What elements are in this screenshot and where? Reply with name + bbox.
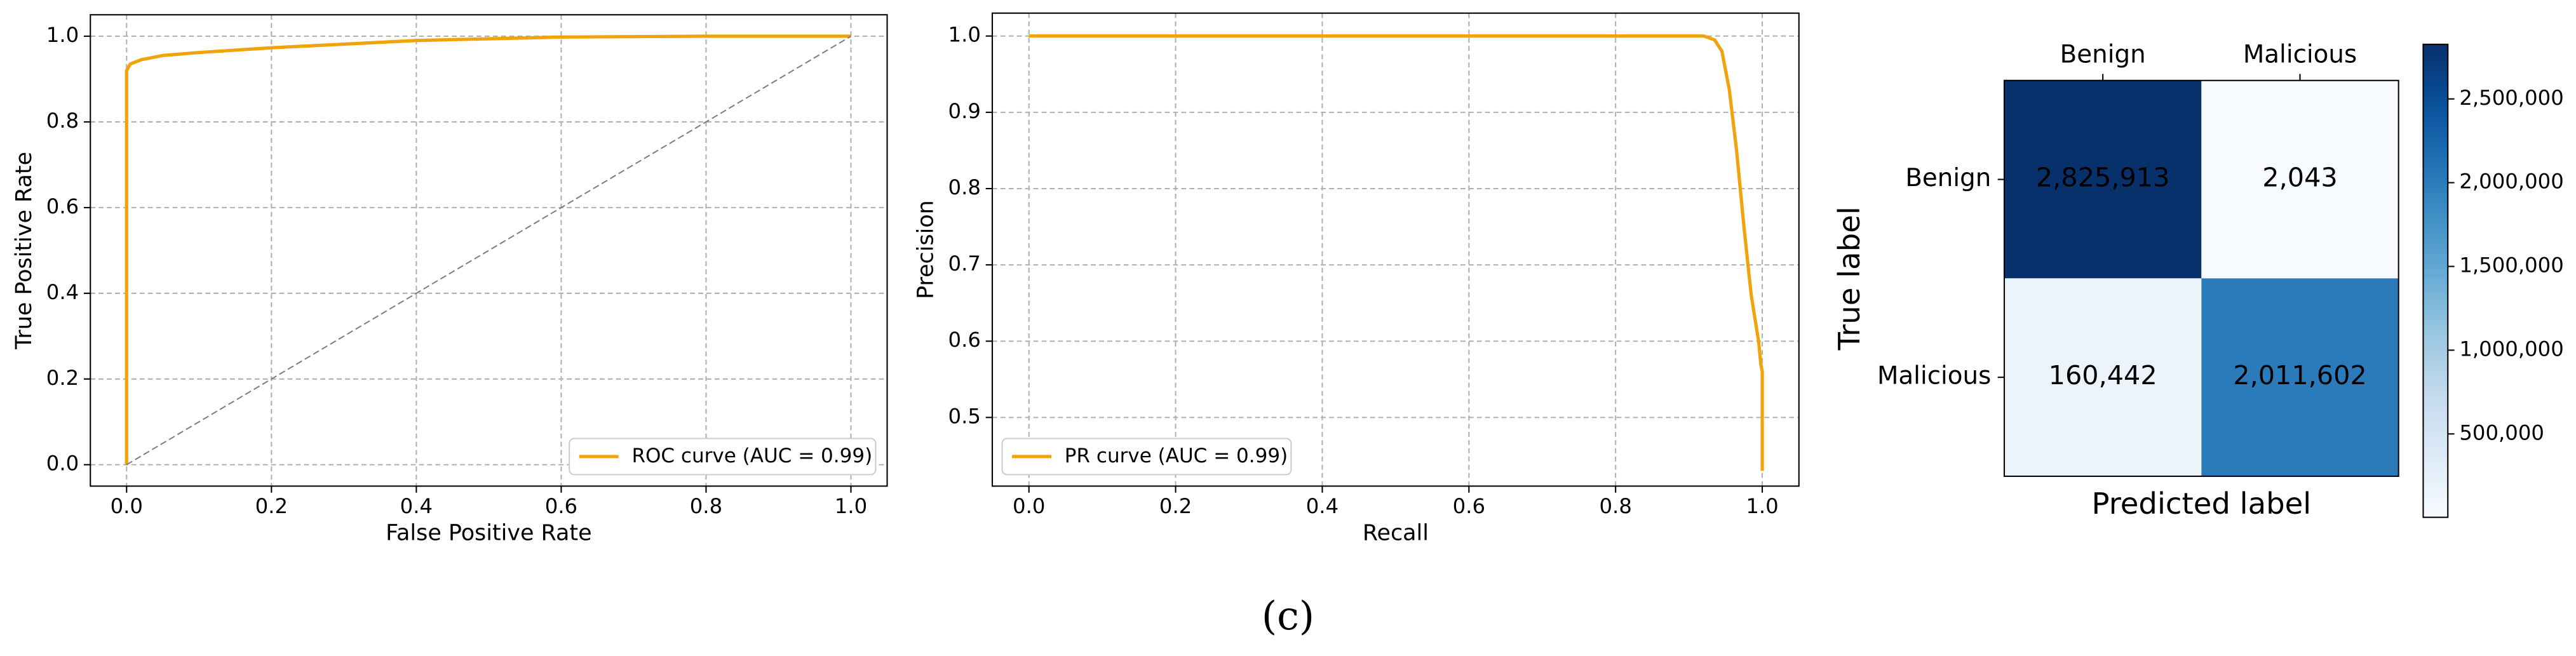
x-tick-label: 0.0 [1013, 494, 1045, 518]
y-axis-label: Precision [914, 200, 939, 299]
cell-label: 160,442 [2049, 360, 2157, 391]
y-tick-label: 0.5 [948, 404, 981, 428]
x-tick-label: 0.8 [1599, 494, 1631, 518]
colorbar-tick-label: 1,000,000 [2459, 337, 2563, 361]
colorbar-tick-label: 500,000 [2459, 420, 2544, 445]
y-axis-label: True Positive Rate [11, 152, 37, 350]
y-axis-label: True label [1832, 206, 1866, 351]
x-tick-label: 0.8 [690, 494, 722, 518]
heatmap-cell [2201, 80, 2399, 279]
x-tick-label: 0.2 [255, 494, 288, 518]
row-label: Benign [1905, 164, 1991, 192]
reference-line [126, 36, 852, 465]
x-tick-label: 0.4 [400, 494, 433, 518]
legend-label: PR curve (AUC = 0.99) [1065, 445, 1288, 467]
x-axis-label: False Positive Rate [386, 520, 591, 546]
heatmap-frame [2003, 79, 2399, 477]
y-tick-label: 0.0 [46, 452, 79, 476]
y-tick-label: 0.9 [948, 99, 981, 123]
x-axis-label: Predicted label [2091, 486, 2311, 521]
y-tick-label: 1.0 [46, 23, 79, 47]
x-tick-label: 0.0 [111, 494, 143, 518]
colorbar-tick-label: 2,000,000 [2459, 170, 2563, 194]
caption: (c) [1262, 592, 1314, 639]
x-tick-label: 1.0 [835, 494, 867, 518]
cell-label: 2,011,602 [2233, 360, 2367, 391]
cell-label: 2,043 [2262, 163, 2337, 193]
y-tick-label: 0.6 [948, 328, 981, 352]
plot-frame [991, 12, 1800, 487]
heatmap-cell [2201, 278, 2399, 476]
x-axis-label: Recall [1363, 520, 1429, 546]
colorbar-tick-label: 1,500,000 [2459, 253, 2563, 278]
y-tick-label: 0.7 [948, 251, 981, 276]
heatmap-cell [2004, 278, 2202, 476]
column-label: Benign [2060, 40, 2146, 69]
y-tick-label: 0.6 [46, 194, 79, 218]
curve [1028, 34, 1764, 471]
legend-box [1001, 438, 1292, 476]
legend-box [569, 438, 877, 476]
y-tick-label: 0.4 [46, 280, 79, 304]
x-tick-label: 0.4 [1306, 494, 1339, 518]
y-tick-label: 0.8 [948, 175, 981, 199]
x-tick-label: 0.6 [1453, 494, 1485, 518]
legend: ROC curve (AUC = 0.99) [569, 438, 877, 476]
x-tick-label: 0.2 [1159, 494, 1192, 518]
y-tick-label: 0.8 [46, 109, 79, 133]
plot-frame [90, 14, 888, 487]
colorbar-tick-label: 2,500,000 [2459, 86, 2563, 110]
legend: PR curve (AUC = 0.99) [1001, 438, 1292, 476]
column-label: Malicious [2243, 40, 2357, 69]
y-tick-label: 0.2 [46, 366, 79, 390]
colorbar [2422, 43, 2449, 518]
row-label: Malicious [1877, 362, 1991, 391]
legend-label: ROC curve (AUC = 0.99) [631, 445, 872, 467]
curve [125, 34, 851, 465]
y-tick-label: 1.0 [948, 23, 981, 47]
cell-label: 2,825,913 [2036, 163, 2170, 193]
x-tick-label: 0.6 [545, 494, 577, 518]
x-tick-label: 1.0 [1746, 494, 1778, 518]
heatmap-cell [2004, 80, 2202, 279]
